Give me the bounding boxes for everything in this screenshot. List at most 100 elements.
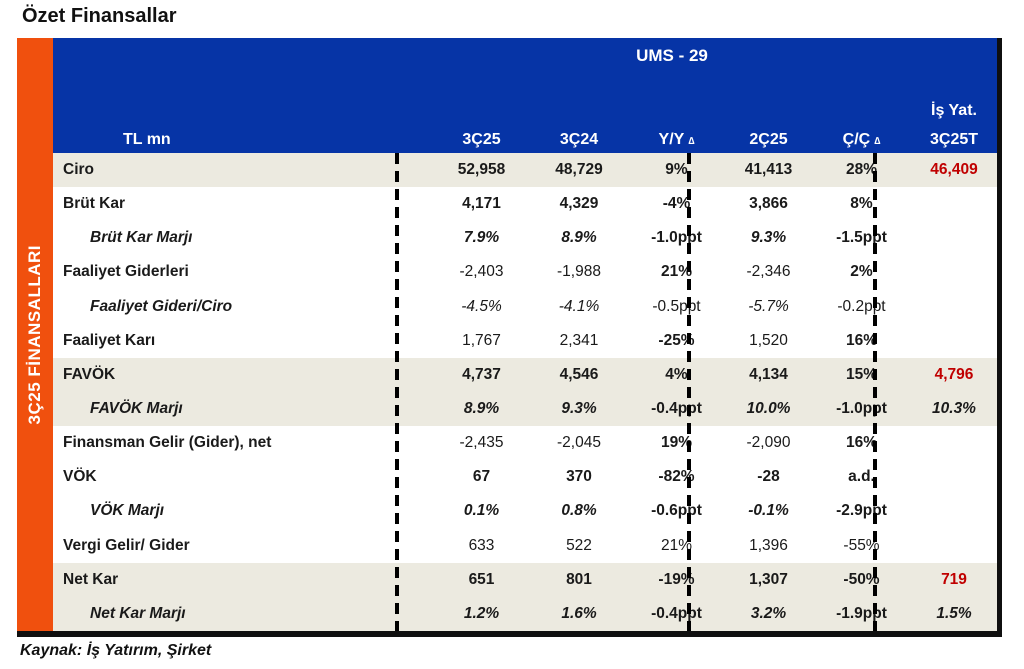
cell-cc-delta: 16% (845, 331, 878, 349)
cell-2c25: -0.1% (748, 502, 789, 520)
cell-3c25: 7.9% (463, 229, 500, 247)
cell-yy-delta: 21% (660, 536, 693, 554)
cell-yy-delta: -0.6ppt (651, 502, 702, 520)
cell-cc-delta: -1.5ppt (836, 229, 887, 247)
cell-yy-delta: 9% (665, 161, 688, 179)
cell-cc-delta: -2.9ppt (836, 502, 887, 520)
cell-3c25: 1.2% (463, 604, 500, 622)
table-row: Faaliyet Giderleri -2,403 -1,988 21% -2,… (53, 255, 997, 289)
cell-3c24: 522 (566, 536, 592, 554)
cell-2c25: 3.2% (750, 604, 787, 622)
delta-icon: ∆ (688, 136, 695, 147)
cell-2c25: 4,134 (749, 365, 788, 383)
table-body: Ciro 52,958 48,729 9% 41,413 28% 46,409 … (53, 153, 997, 631)
delta-icon: ∆ (874, 136, 881, 147)
cell-cc-delta: -55% (843, 536, 880, 554)
column-header-isyat-line1: İş Yat. (931, 102, 977, 119)
cell-cc-delta: -1.0ppt (836, 400, 887, 418)
cell-3c25: 0.1% (463, 502, 500, 520)
column-header-3c25: 3Ç25 (462, 131, 501, 148)
table-row: VÖK 67 370 -82% -28 a.d. (53, 460, 997, 494)
table-row: FAVÖK 4,737 4,546 4% 4,134 15% 4,796 (53, 357, 997, 392)
cell-3c25: 651 (468, 570, 495, 588)
table-row: Net Kar Marjı 1.2% 1.6% -0.4ppt 3.2% -1.… (53, 596, 997, 631)
column-header-cc-delta: Ç/Ç ∆ (842, 131, 881, 148)
cell-cc-delta: 2% (850, 263, 873, 281)
column-header-2c25: 2Ç25 (749, 131, 788, 148)
row-label: Finansman Gelir (Gider), net (63, 434, 272, 452)
row-label: VÖK (63, 468, 97, 486)
cell-cc-delta: 15% (845, 365, 878, 383)
cell-3c24: 370 (566, 468, 592, 486)
group-header-ums29: UMS - 29 (636, 46, 708, 65)
table-row: Net Kar 651 801 -19% 1,307 -50% 719 (53, 562, 997, 597)
cell-3c25: 4,171 (462, 195, 501, 213)
row-label: Faaliyet Karı (63, 331, 156, 349)
table-bottom-border (17, 631, 1002, 637)
cell-3c24: 801 (566, 570, 592, 588)
cell-cc-delta: 28% (845, 161, 878, 179)
cell-yy-delta: -19% (658, 570, 695, 588)
cell-2c25: -2,346 (746, 263, 791, 281)
table-row: Brüt Kar 4,171 4,329 -4% 3,866 8% (53, 187, 997, 221)
cell-3c24: 9.3% (561, 400, 597, 418)
cell-yy-delta: 4% (665, 365, 688, 383)
cell-3c25: -2,403 (459, 263, 504, 281)
dashed-separator-2 (687, 153, 691, 631)
cell-yy-delta: -4% (662, 195, 691, 213)
cell-2c25: 1,520 (749, 331, 788, 349)
cell-3c24: -1,988 (557, 263, 601, 281)
cell-3c24: 4,329 (559, 195, 599, 213)
cell-yy-delta: -25% (658, 331, 695, 349)
row-label: Net Kar (63, 570, 119, 588)
cell-yy-delta: -0.4ppt (651, 400, 702, 418)
cell-cc-delta: -1.9ppt (836, 604, 887, 622)
dashed-separator-3 (873, 153, 877, 631)
cell-yy-delta: -1.0ppt (651, 229, 702, 247)
cell-yy-delta: 21% (660, 263, 693, 281)
cell-cc-delta: -0.2ppt (837, 297, 886, 315)
row-label: Ciro (63, 161, 94, 179)
cell-3c24: 48,729 (555, 161, 603, 179)
sidebar-band: 3Ç25 FİNANSALLARI (17, 38, 53, 631)
cell-3c24: -4.1% (558, 297, 600, 315)
row-label: Brüt Kar Marjı (90, 229, 193, 247)
cell-3c25: -2,435 (459, 434, 504, 452)
cell-2c25: 10.0% (746, 400, 791, 418)
cell-2c25: -28 (757, 468, 780, 486)
cell-2c25: 1,396 (749, 536, 788, 554)
cell-3c25: 8.9% (463, 400, 500, 418)
cell-2c25: -2,090 (746, 434, 791, 452)
cell-3c24: 0.8% (561, 502, 597, 520)
table-right-border (997, 38, 1002, 637)
row-label: Brüt Kar (63, 195, 126, 213)
cell-isyat-forecast: 719 (941, 570, 967, 588)
cell-3c25: 67 (472, 468, 491, 486)
cell-cc-delta: 16% (845, 434, 878, 452)
row-label: Faaliyet Gideri/Ciro (90, 297, 233, 315)
cell-cc-delta: -50% (843, 570, 880, 588)
cell-2c25: 41,413 (744, 161, 793, 179)
row-label: Faaliyet Giderleri (63, 263, 189, 281)
cell-isyat-forecast: 4,796 (934, 365, 974, 383)
dashed-separator-1 (395, 153, 399, 631)
column-header-3c24: 3Ç24 (559, 131, 599, 148)
cell-2c25: -5.7% (748, 297, 789, 315)
table-row: Faaliyet Karı 1,767 2,341 -25% 1,520 16% (53, 324, 997, 358)
cell-isyat-forecast: 10.3% (932, 400, 976, 418)
cell-3c25: 633 (468, 536, 495, 554)
cell-3c24: 8.9% (561, 229, 597, 247)
cell-isyat-forecast: 1.5% (936, 604, 972, 622)
table-row: Brüt Kar Marjı 7.9% 8.9% -1.0ppt 9.3% -1… (53, 221, 997, 255)
column-header-yy-delta: Y/Y ∆ (658, 131, 695, 148)
row-label: FAVÖK Marjı (90, 400, 183, 418)
column-header-tlmn: TL mn (123, 131, 171, 148)
cell-3c25: 1,767 (462, 331, 501, 349)
cell-3c24: 4,546 (559, 365, 599, 383)
page-title: Özet Finansallar (22, 5, 177, 27)
cell-3c24: 1.6% (561, 604, 597, 622)
source-note: Kaynak: İş Yatırım, Şirket (20, 642, 212, 659)
row-label: Vergi Gelir/ Gider (63, 536, 190, 554)
table-header: UMS - 29 İş Yat. TL mn 3Ç25 3Ç24 Y/Y ∆ 2Ç… (53, 38, 997, 153)
sidebar-vertical-label: 3Ç25 FİNANSALLARI (25, 244, 44, 425)
